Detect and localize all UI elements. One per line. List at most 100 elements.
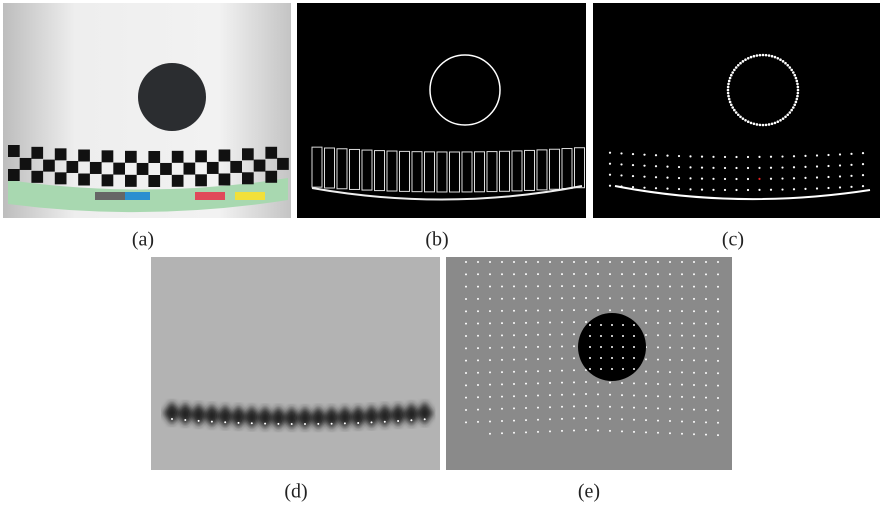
point	[793, 155, 795, 157]
grid-point	[501, 310, 503, 312]
grid-point	[645, 261, 647, 263]
grid-point	[717, 385, 719, 387]
grid-point	[705, 421, 707, 423]
grid-point	[681, 286, 683, 288]
grid-point	[621, 261, 623, 263]
checker-square	[230, 161, 242, 173]
grid-point	[489, 286, 491, 288]
point	[793, 166, 795, 168]
response-peak	[291, 423, 293, 425]
grid-point	[705, 298, 707, 300]
grid-point	[537, 431, 539, 433]
checker-square	[172, 175, 184, 187]
point	[756, 54, 759, 57]
grid-point	[669, 383, 671, 385]
grid-point	[621, 394, 623, 396]
point	[784, 116, 787, 119]
point	[735, 189, 737, 191]
grid-point	[489, 347, 491, 349]
panel-a	[3, 3, 291, 218]
grid-point	[669, 420, 671, 422]
point	[620, 152, 622, 154]
point	[793, 177, 795, 179]
grid-point	[657, 371, 659, 373]
grid-point	[489, 384, 491, 386]
point	[781, 188, 783, 190]
point	[655, 176, 657, 178]
grid-point	[693, 433, 695, 435]
point	[796, 83, 799, 86]
grid-point	[645, 310, 647, 312]
grid-point	[573, 261, 575, 263]
grid-point	[597, 309, 599, 311]
point	[839, 186, 841, 188]
point	[678, 155, 680, 157]
panel-d	[151, 257, 440, 470]
grid-point	[585, 273, 587, 275]
point	[643, 187, 645, 189]
grid-point	[465, 261, 467, 263]
checker-square	[20, 158, 32, 170]
point	[724, 167, 726, 169]
grid-point	[693, 347, 695, 349]
point	[620, 163, 622, 165]
grid-point	[489, 420, 491, 422]
grid-point	[549, 394, 551, 396]
checker-square	[8, 145, 20, 157]
grid-point	[645, 285, 647, 287]
grid-point	[537, 310, 539, 312]
point	[839, 153, 841, 155]
point	[781, 177, 783, 179]
page: (a) (b) (c) (d) (e) (() => { const data …	[0, 0, 880, 507]
grid-point	[465, 335, 467, 337]
grid-point	[717, 422, 719, 424]
grid-point	[477, 286, 479, 288]
point	[770, 178, 772, 180]
point	[739, 116, 742, 119]
grid-point	[633, 324, 635, 326]
grid-point	[525, 419, 527, 421]
checker-square	[102, 174, 114, 186]
grid-point	[549, 358, 551, 360]
grid-point	[489, 359, 491, 361]
point	[643, 176, 645, 178]
point	[701, 167, 703, 169]
grid-point	[465, 421, 467, 423]
grid-point	[693, 261, 695, 263]
panel-b	[297, 3, 586, 218]
point	[712, 189, 714, 191]
point	[731, 71, 734, 74]
grid-point	[561, 297, 563, 299]
grid-point	[525, 407, 527, 409]
figure: (a) (b) (c) (d) (e)	[0, 0, 880, 507]
point	[759, 54, 762, 57]
grid-point	[597, 273, 599, 275]
grid-point	[561, 345, 563, 347]
checker-square	[148, 175, 160, 187]
point	[744, 58, 747, 61]
checker-square	[195, 174, 207, 186]
point	[735, 178, 737, 180]
grid-point	[705, 335, 707, 337]
grid-point	[669, 273, 671, 275]
grid-point	[633, 357, 635, 359]
point	[727, 86, 730, 89]
caption: (c)	[722, 229, 744, 251]
point	[827, 154, 829, 156]
point	[765, 124, 768, 127]
grid-point	[513, 334, 515, 336]
grid-point	[622, 357, 624, 359]
grid-point	[609, 406, 611, 408]
grid-point	[693, 323, 695, 325]
point	[666, 177, 668, 179]
grid-point	[489, 310, 491, 312]
grid-point	[693, 384, 695, 386]
grid-point	[573, 405, 575, 407]
grid-point	[561, 370, 563, 372]
grid-point	[657, 359, 659, 361]
point	[735, 156, 737, 158]
grid-point	[717, 323, 719, 325]
point	[797, 92, 800, 95]
point	[774, 56, 777, 59]
point	[737, 64, 740, 67]
